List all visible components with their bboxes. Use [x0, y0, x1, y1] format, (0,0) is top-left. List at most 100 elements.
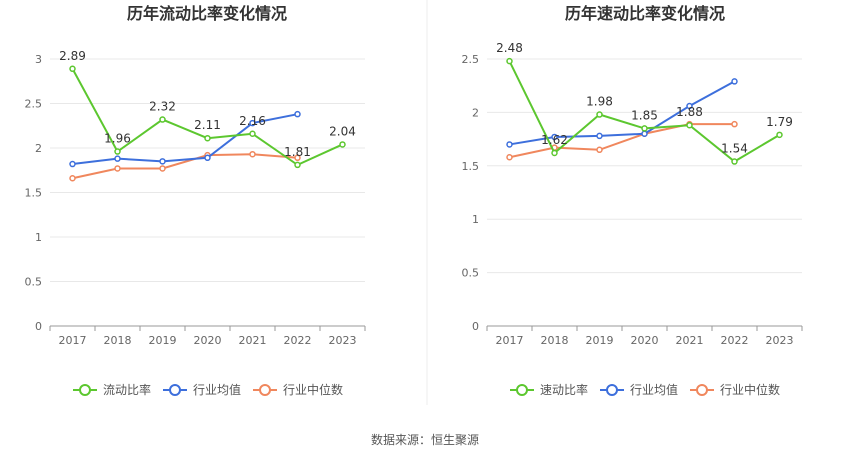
- data-point-industry-avg[interactable]: [506, 141, 513, 148]
- data-label: 1.96: [104, 132, 131, 146]
- quick-ratio-chart: 历年速动比率变化情况 0 0.5 1 1.5 2 2.5 2017 2018 2019 2020 20…: [462, 4, 803, 397]
- data-point-industry-avg[interactable]: [731, 78, 738, 85]
- data-point-company[interactable]: [159, 116, 166, 123]
- current-ratio-chart: 历年流动比率变化情况 0 0.5 1 1.5 2 2.5 3 2017 2018 2019 2020 2…: [25, 4, 366, 397]
- data-label: 1.54: [721, 142, 748, 156]
- series-line-industry-median: [72, 153, 298, 180]
- data-label: 1.98: [586, 95, 613, 109]
- data-point-company[interactable]: [69, 65, 76, 73]
- data-label: 2.11: [194, 118, 221, 132]
- data-point-company[interactable]: [114, 148, 121, 155]
- legend-label: 速动比率: [540, 382, 588, 397]
- y-tick-label: 2.5: [462, 53, 480, 66]
- y-tick-label: 1.5: [25, 187, 43, 200]
- data-point-company[interactable]: [506, 57, 513, 65]
- series-line-industry-avg: [72, 113, 298, 166]
- data-point-company[interactable]: [596, 111, 603, 118]
- y-tick-label: 3: [35, 53, 42, 66]
- data-label: 1.79: [766, 115, 793, 129]
- legend-item-industry-median[interactable]: 行业中位数: [690, 382, 780, 397]
- data-label: 1.81: [284, 145, 311, 159]
- legend-item-company[interactable]: 速动比率: [510, 382, 588, 397]
- legend-swatch-marker: [169, 384, 181, 396]
- legend-label: 行业均值: [193, 382, 241, 397]
- data-point-company[interactable]: [686, 121, 693, 129]
- x-tick-label: 2020: [194, 334, 222, 347]
- y-tick-label: 1: [472, 213, 479, 226]
- y-tick-label: 2: [35, 142, 42, 155]
- x-tick-label: 2023: [766, 334, 794, 347]
- data-point-industry-avg[interactable]: [159, 158, 166, 165]
- legend-item-company[interactable]: 流动比率: [73, 382, 151, 397]
- legend-swatch-marker: [516, 384, 528, 396]
- data-label: 1.62: [541, 133, 568, 147]
- data-point-company[interactable]: [731, 158, 738, 165]
- data-point-industry-avg[interactable]: [641, 130, 648, 138]
- y-tick-label: 0: [472, 320, 479, 333]
- x-tick-label: 2022: [284, 334, 312, 347]
- legend-label: 行业中位数: [283, 382, 343, 397]
- legend-item-industry-avg[interactable]: 行业均值: [163, 382, 241, 397]
- y-tick-label: 0.5: [462, 267, 480, 280]
- data-point-company[interactable]: [641, 125, 648, 132]
- legend-item-industry-avg[interactable]: 行业均值: [600, 382, 678, 397]
- data-point-industry-median[interactable]: [731, 120, 738, 128]
- data-point-industry-median[interactable]: [506, 154, 513, 161]
- legend-swatch-marker: [696, 384, 708, 396]
- data-point-industry-avg[interactable]: [596, 132, 603, 140]
- data-label: 1.88: [676, 105, 703, 119]
- data-point-industry-median[interactable]: [69, 175, 76, 182]
- legend-swatch-marker: [606, 384, 618, 396]
- legend-swatch-marker: [79, 384, 91, 396]
- data-point-company[interactable]: [776, 131, 783, 139]
- series-line-industry-median: [509, 123, 735, 159]
- data-point-industry-median[interactable]: [249, 150, 256, 158]
- data-point-industry-median[interactable]: [596, 146, 603, 154]
- legend-label: 行业中位数: [720, 382, 780, 397]
- y-tick-label: 1: [35, 231, 42, 244]
- y-tick-label: 2: [472, 106, 479, 119]
- legend-item-industry-median[interactable]: 行业中位数: [253, 382, 343, 397]
- y-tick-label: 0.5: [25, 276, 43, 289]
- data-point-company[interactable]: [294, 161, 301, 169]
- y-tick-label: 0: [35, 320, 42, 333]
- data-point-industry-median[interactable]: [294, 154, 301, 162]
- data-point-industry-avg[interactable]: [686, 102, 693, 110]
- data-label: 2.16: [239, 114, 266, 128]
- data-point-company[interactable]: [551, 149, 558, 157]
- legend-label: 行业均值: [630, 382, 678, 397]
- x-tick-label: 2019: [586, 334, 614, 347]
- data-point-industry-avg[interactable]: [249, 119, 256, 127]
- chart-title: 历年速动比率变化情况: [565, 4, 725, 23]
- y-tick-label: 2.5: [25, 98, 43, 111]
- data-label: 1.85: [631, 108, 658, 122]
- data-point-industry-median[interactable]: [159, 165, 166, 172]
- x-tick-label: 2023: [329, 334, 357, 347]
- data-point-company[interactable]: [249, 130, 256, 138]
- data-point-industry-avg[interactable]: [204, 154, 211, 162]
- x-tick-label: 2017: [496, 334, 524, 347]
- x-tick-label: 2022: [721, 334, 749, 347]
- x-tick-label: 2021: [239, 334, 267, 347]
- data-label: 2.32: [149, 100, 176, 114]
- x-tick-label: 2018: [541, 334, 569, 347]
- data-point-industry-avg[interactable]: [114, 155, 121, 162]
- x-tick-label: 2017: [59, 334, 87, 347]
- x-tick-label: 2021: [676, 334, 704, 347]
- legend-label: 流动比率: [103, 382, 151, 397]
- data-label: 2.89: [59, 49, 86, 63]
- data-point-industry-avg[interactable]: [69, 160, 76, 168]
- legend-swatch-marker: [259, 384, 271, 396]
- y-tick-label: 1.5: [462, 160, 480, 173]
- data-label: 2.48: [496, 41, 523, 55]
- data-source: 数据来源：恒生聚源: [371, 432, 479, 447]
- data-point-industry-median[interactable]: [114, 165, 121, 172]
- data-point-industry-avg[interactable]: [294, 110, 301, 118]
- data-label: 2.04: [329, 124, 356, 138]
- x-tick-label: 2019: [149, 334, 177, 347]
- data-point-company[interactable]: [339, 141, 346, 148]
- x-tick-label: 2018: [104, 334, 132, 347]
- data-point-company[interactable]: [204, 134, 211, 142]
- data-point-industry-avg[interactable]: [551, 133, 558, 141]
